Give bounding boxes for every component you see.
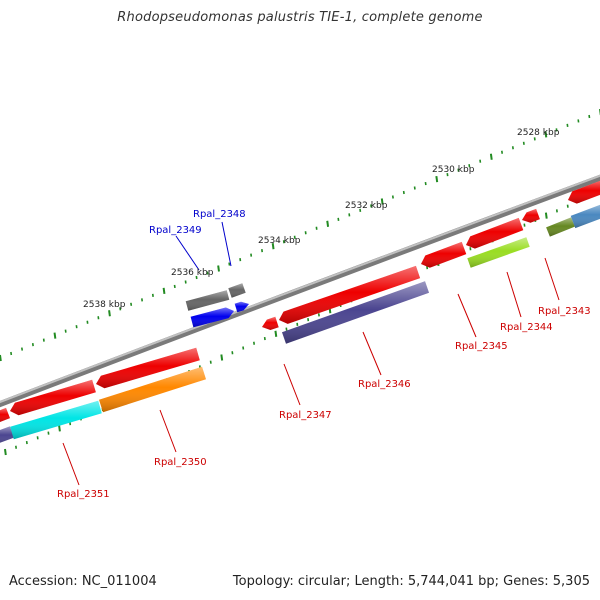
outer-tick	[544, 131, 548, 138]
gene-rpal-2346-fwd-shade	[279, 265, 421, 324]
gene-label-rpal-2343[interactable]: Rpal_2343	[538, 306, 591, 317]
gene-label-rpal-2347[interactable]: Rpal_2347	[279, 410, 332, 421]
leader-rpal-2346	[362, 331, 382, 376]
outer-tick	[53, 332, 57, 339]
gene-label-rpal-2351[interactable]: Rpal_2351	[57, 489, 110, 500]
inner-tick	[58, 425, 61, 432]
scale-label-2534: 2534 kbp	[258, 236, 301, 246]
accession-text: Accession: NC_011004	[9, 574, 157, 589]
topology-text: Topology: circular; Length: 5,744,041 bp…	[232, 574, 590, 589]
gene-rpal-2345-shade	[421, 241, 467, 268]
outer-tick	[162, 287, 166, 295]
outer-tick	[271, 243, 275, 250]
genome-backbone-highlight	[0, 174, 600, 404]
leader-rpal-2347	[283, 363, 301, 406]
gene-rpal-2351-fwd-shade	[0, 407, 10, 423]
gene-rpal-2346-shade	[282, 281, 429, 344]
gene-steel-shade	[570, 204, 600, 229]
leader-rpal-2351	[62, 442, 80, 486]
outer-tick	[108, 310, 111, 317]
gene-rpal-2351-shade	[10, 400, 102, 440]
gene-label-rpal-2348[interactable]: Rpal_2348	[193, 209, 246, 220]
gene-label-rpal-2349[interactable]: Rpal_2349	[149, 225, 202, 236]
scale-label-2530: 2530 kbp	[432, 165, 475, 175]
scale-label-2538: 2538 kbp	[83, 300, 126, 310]
gene-rpal-2347-shade	[262, 316, 279, 330]
gene-rpal-2343-shade	[522, 208, 540, 223]
gene-red-c-shade	[568, 180, 600, 204]
gene-label-rpal-2350[interactable]: Rpal_2350	[154, 457, 207, 468]
map-title: Rhodopseudomonas palustris TIE-1, comple…	[117, 10, 483, 25]
leader-rpal-2344	[506, 271, 522, 318]
label-leader-lines	[62, 221, 560, 486]
leader-rpal-2343	[544, 257, 560, 301]
scale-label-2536: 2536 kbp	[171, 268, 214, 278]
gene-rpal-2344-shade	[467, 237, 530, 268]
outer-tick	[489, 153, 493, 160]
leader-rpal-2348	[221, 221, 232, 267]
gene-rpal-2349-shade	[190, 307, 234, 328]
gene-label-rpal-2346[interactable]: Rpal_2346	[358, 379, 411, 390]
inner-tick	[544, 212, 548, 219]
outer-tick	[380, 198, 384, 205]
inner-tick	[220, 354, 224, 361]
inner-tick	[274, 330, 278, 337]
gene-navy-left-shade	[0, 426, 15, 443]
inner-tick	[4, 448, 7, 456]
gene-label-rpal-2345[interactable]: Rpal_2345	[455, 341, 508, 352]
outer-tick	[0, 354, 2, 362]
gene-label-rpal-2344[interactable]: Rpal_2344	[500, 322, 553, 333]
leader-rpal-2350	[159, 409, 177, 453]
gene-rpal-2348-a-shade	[185, 290, 230, 311]
outer-tick	[435, 175, 439, 183]
outer-tick	[326, 220, 330, 227]
scale-label-2532: 2532 kbp	[345, 201, 388, 211]
leader-rpal-2345	[457, 293, 477, 338]
gene-rpal-2348-c-shade	[234, 301, 249, 313]
gene-olive-shade	[546, 217, 575, 237]
scale-label-2528: 2528 kbp	[517, 128, 560, 138]
genome-backbone	[0, 174, 600, 408]
outer-tick	[217, 265, 220, 272]
gene-red-a-shade	[10, 379, 96, 416]
leader-rpal-2349	[175, 235, 200, 271]
gene-rpal-2350-shade	[99, 366, 206, 413]
gene-red-b-shade	[96, 347, 200, 389]
gene-rpal-2348-b-shade	[228, 283, 246, 298]
gene-rpal-2344-fwd-shade	[466, 217, 524, 249]
gene-features	[0, 180, 600, 443]
